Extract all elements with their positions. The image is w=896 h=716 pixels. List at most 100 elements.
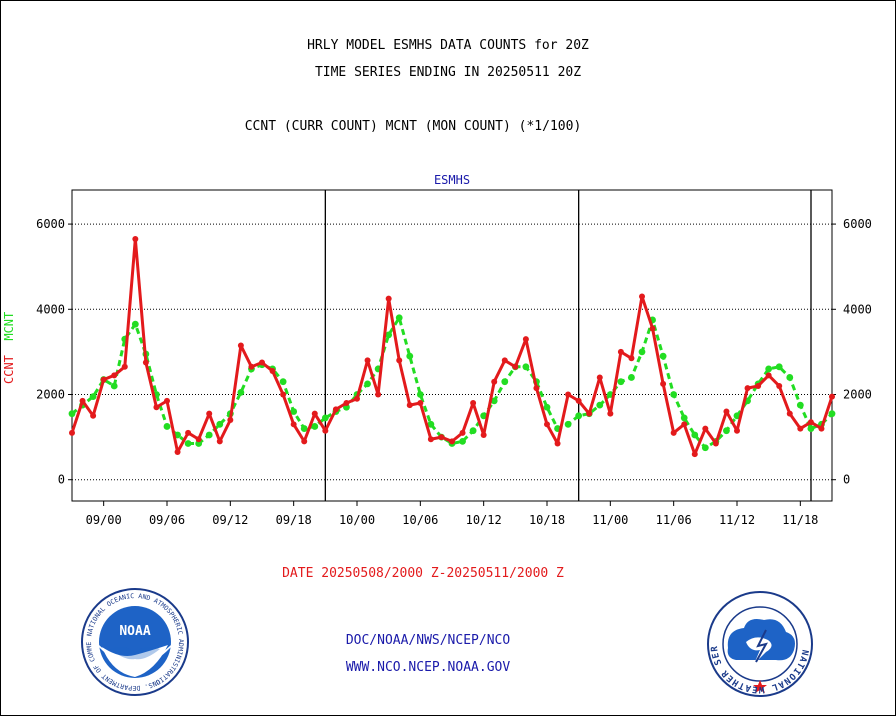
nws-logo: NATIONAL WEATHER SERVICE: [706, 590, 813, 697]
data-point-ccnt: [332, 406, 339, 413]
x-tick-label: 11/00: [592, 513, 628, 527]
data-point-ccnt: [195, 436, 202, 443]
data-point-ccnt: [375, 391, 382, 398]
data-point-mcnt: [459, 437, 466, 445]
data-point-ccnt: [522, 336, 529, 343]
data-point-mcnt: [628, 374, 635, 381]
data-point-mcnt: [311, 423, 319, 430]
data-point-ccnt: [248, 363, 255, 370]
data-point-mcnt: [786, 374, 794, 381]
data-point-ccnt: [628, 355, 635, 362]
data-point-mcnt: [216, 420, 224, 428]
data-point-mcnt: [543, 403, 551, 411]
plot-area: [71, 189, 833, 502]
data-point-ccnt: [227, 417, 234, 424]
data-point-ccnt: [617, 348, 624, 355]
chart-title-line2: TIME SERIES ENDING IN 20250511 20Z: [314, 65, 582, 80]
data-point-ccnt: [322, 427, 329, 434]
data-point-ccnt: [417, 400, 424, 407]
data-point-ccnt: [533, 385, 540, 392]
data-point-mcnt: [638, 348, 646, 356]
data-point-mcnt: [701, 444, 709, 452]
data-point-ccnt: [723, 408, 730, 415]
data-point-ccnt: [311, 410, 318, 417]
data-point-ccnt: [776, 382, 783, 389]
data-point-mcnt: [733, 412, 741, 420]
x-tick-label: 09/06: [149, 513, 185, 527]
nws-star-icon: [753, 680, 767, 693]
data-point-mcnt: [796, 401, 804, 409]
data-point-ccnt: [712, 440, 719, 447]
data-point-ccnt: [691, 451, 698, 458]
data-point-mcnt: [670, 391, 678, 398]
date-range: DATE 20250508/2000 Z-20250511/2000 Z: [282, 566, 564, 581]
data-point-ccnt: [649, 325, 656, 332]
data-point-mcnt: [195, 440, 203, 447]
data-point-ccnt: [786, 410, 793, 417]
data-point-ccnt: [554, 440, 561, 447]
data-point-mcnt: [564, 420, 572, 428]
data-point-ccnt: [364, 357, 371, 364]
data-point-mcnt: [765, 365, 773, 373]
x-tick-label: 11/18: [782, 513, 818, 527]
data-point-ccnt: [449, 438, 455, 445]
data-point-ccnt: [142, 359, 149, 366]
data-point-mcnt: [828, 410, 836, 418]
data-point-ccnt: [797, 425, 804, 432]
data-point-mcnt: [279, 378, 287, 386]
data-point-mcnt: [89, 393, 97, 401]
data-point-ccnt: [670, 429, 677, 436]
noaa-logo-text: NOAA: [119, 624, 150, 639]
data-point-ccnt: [575, 397, 582, 404]
data-point-ccnt: [544, 421, 550, 428]
data-point-mcnt: [659, 352, 667, 360]
data-point-ccnt: [702, 425, 709, 432]
data-point-mcnt: [385, 331, 393, 339]
x-tick-label: 11/06: [656, 513, 692, 527]
data-point-ccnt: [153, 404, 160, 411]
data-point-ccnt: [565, 391, 572, 398]
data-point-ccnt: [607, 410, 614, 417]
x-tick-label: 10/12: [466, 513, 502, 527]
data-point-ccnt: [744, 385, 751, 392]
series-ccnt: [69, 235, 835, 458]
data-point-ccnt: [807, 419, 814, 426]
footer-org: DOC/NOAA/NWS/NCEP/NCO: [345, 633, 511, 648]
data-point-ccnt: [111, 372, 118, 379]
x-tick-label: 10/00: [339, 513, 375, 527]
data-point-ccnt: [681, 421, 688, 428]
data-point-ccnt: [755, 382, 762, 389]
data-point-ccnt: [406, 402, 413, 409]
y-tick-label-right: 6000: [843, 217, 872, 231]
data-point-ccnt: [185, 429, 192, 436]
y-tick-label-left: 4000: [36, 302, 65, 316]
data-point-ccnt: [132, 235, 139, 242]
data-point-mcnt: [501, 378, 509, 386]
data-point-ccnt: [818, 425, 825, 432]
data-point-mcnt: [184, 440, 192, 447]
grid-lines: [72, 223, 832, 481]
data-point-mcnt: [807, 425, 815, 432]
x-tick-label: 10/06: [402, 513, 438, 527]
data-point-mcnt: [68, 410, 76, 418]
data-point-mcnt: [775, 363, 783, 371]
data-point-ccnt: [206, 410, 213, 417]
data-point-mcnt: [364, 380, 371, 388]
data-point-mcnt: [163, 423, 171, 430]
data-point-mcnt: [723, 427, 730, 435]
data-point-mcnt: [237, 388, 245, 396]
data-point-mcnt: [617, 378, 625, 386]
data-point-ccnt: [586, 410, 593, 417]
x-ticks: 09/00 09/06 09/12 09/18 10/00 10/06 10/12 10/18…: [86, 501, 818, 527]
chart-subtitle: CCNT (CURR COUNT) MCNT (MON COUNT) (*1/1…: [244, 119, 582, 134]
chart-title-line1: HRLY MODEL ESMHS DATA COUNTS for 20Z: [307, 38, 589, 53]
data-point-ccnt: [280, 391, 287, 398]
x-tick-label: 10/18: [529, 513, 565, 527]
data-point-mcnt: [575, 412, 583, 420]
y-tick-label-left: 6000: [36, 217, 65, 231]
data-point-ccnt: [438, 434, 445, 441]
y-ticks: 0 0 2000 2000 4000 4000 6000 6000: [36, 217, 872, 487]
data-point-ccnt: [512, 363, 519, 370]
data-point-ccnt: [734, 427, 740, 434]
data-point-ccnt: [480, 431, 487, 438]
